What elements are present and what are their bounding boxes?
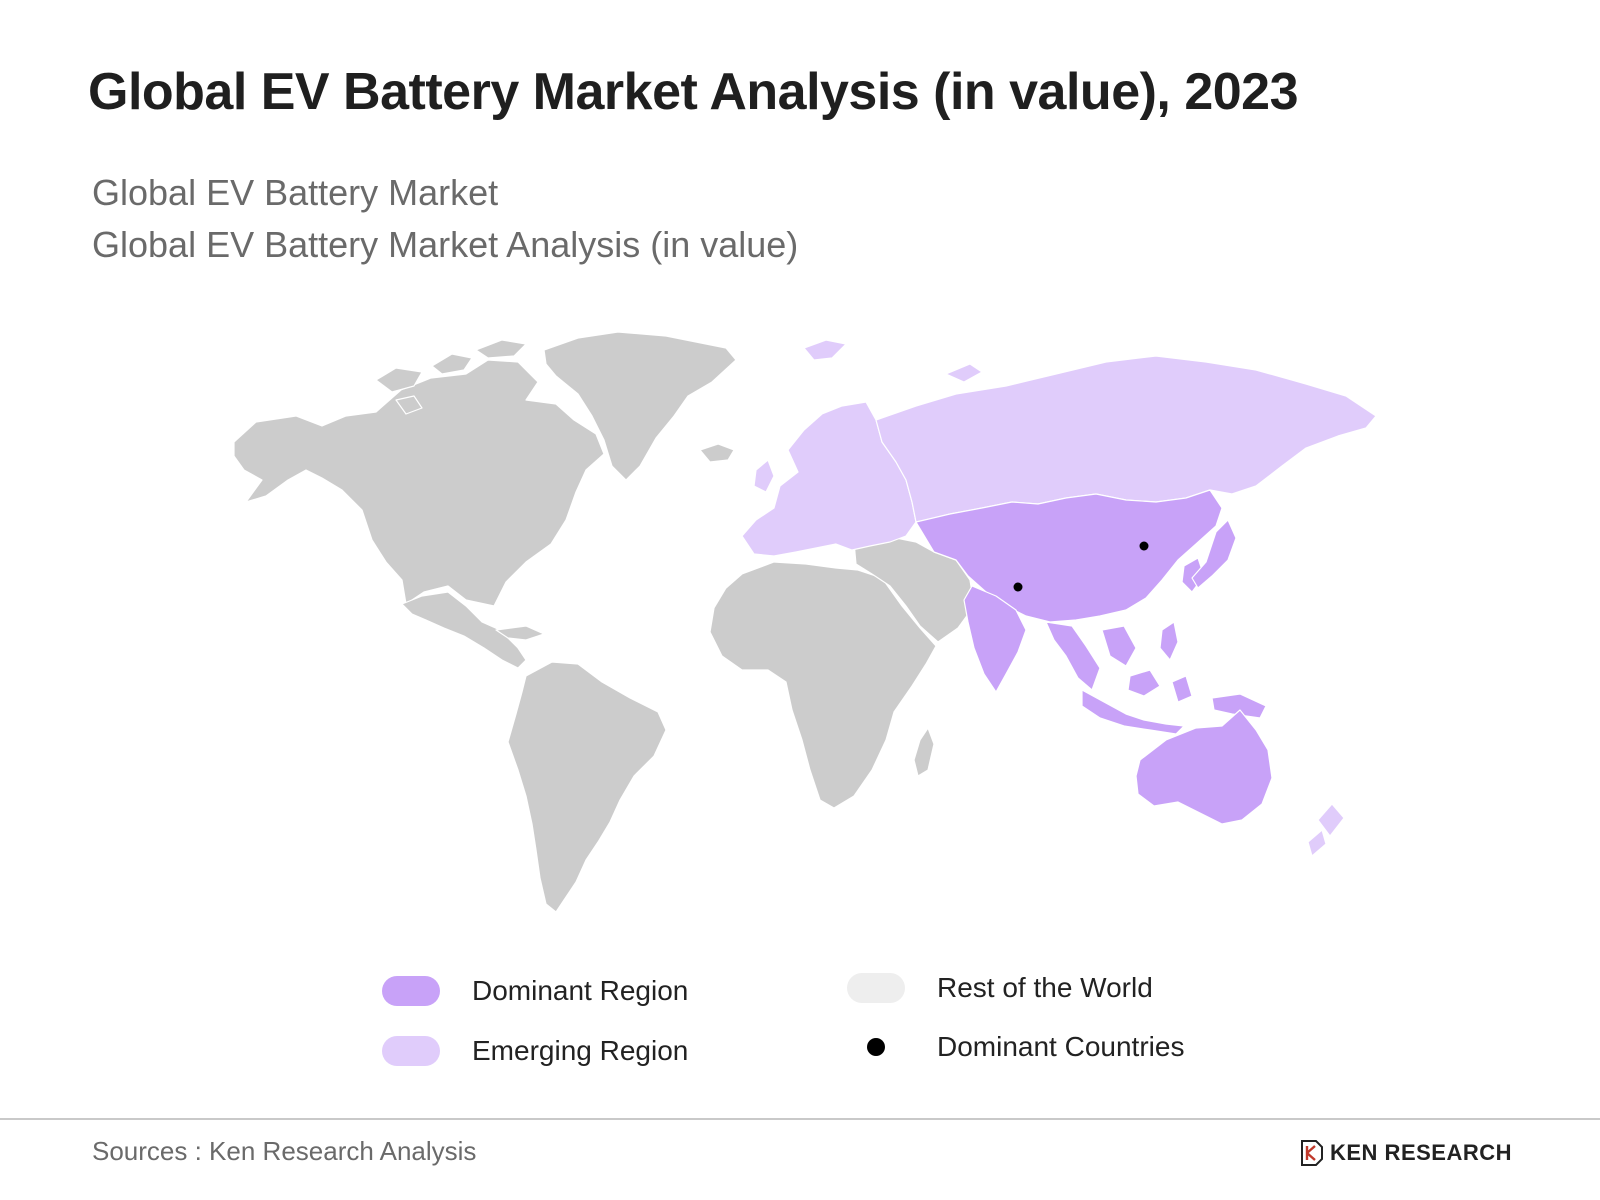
subtitle-line-2: Global EV Battery Market Analysis (in va… xyxy=(92,224,799,265)
region-svalbard-novaya-zemlya xyxy=(803,339,983,383)
region-caribbean xyxy=(495,625,545,641)
dominant-region-group xyxy=(915,489,1273,825)
legend-swatch-dominant-region xyxy=(382,976,440,1006)
region-arctic-islands xyxy=(375,339,527,415)
page-title: Global EV Battery Market Analysis (in va… xyxy=(88,63,1299,121)
rest-of-world-group xyxy=(233,331,975,913)
region-australia xyxy=(1135,709,1273,825)
region-central-america xyxy=(401,591,527,669)
dominant-country-marker-india xyxy=(1013,582,1023,592)
region-indonesia xyxy=(1081,669,1267,735)
region-uk xyxy=(753,459,775,493)
logo-text: KEN RESEARCH xyxy=(1330,1140,1513,1165)
legend-label-emerging-region: Emerging Region xyxy=(472,1035,689,1066)
region-southeast-asia xyxy=(1045,621,1137,691)
legend-item-emerging-region: Emerging Region xyxy=(382,1035,688,1067)
region-madagascar xyxy=(913,727,935,777)
region-russia xyxy=(875,355,1377,523)
footer-divider xyxy=(0,1118,1600,1120)
legend-swatch-emerging-region xyxy=(382,1036,440,1066)
legend-dot-dominant-countries xyxy=(847,1032,905,1062)
legend-label-dominant-region: Dominant Region xyxy=(472,975,689,1006)
ken-research-logo: KEN RESEARCH xyxy=(1300,1139,1512,1167)
ken-research-logo-icon xyxy=(1301,1140,1323,1166)
region-greenland xyxy=(543,331,737,481)
emerging-region-group xyxy=(741,339,1377,857)
region-middle-east xyxy=(853,535,975,643)
region-japan xyxy=(1191,519,1237,589)
legend-label-dominant-countries: Dominant Countries xyxy=(937,1031,1185,1062)
world-map xyxy=(226,330,1426,940)
region-iceland xyxy=(699,443,735,463)
legend-item-rest-of-world: Rest of the World xyxy=(847,972,1153,1004)
region-new-zealand xyxy=(1307,803,1345,857)
region-south-america xyxy=(507,661,667,913)
region-africa xyxy=(709,561,937,809)
region-philippines xyxy=(1159,621,1179,661)
region-india xyxy=(963,585,1027,693)
subtitle-line-1: Global EV Battery Market xyxy=(92,172,499,213)
world-map-svg xyxy=(233,331,1377,913)
legend-item-dominant-countries: Dominant Countries xyxy=(847,1031,1184,1063)
dominant-country-marker-china xyxy=(1139,541,1149,551)
legend-label-rest-of-world: Rest of the World xyxy=(937,972,1153,1003)
legend-item-dominant-region: Dominant Region xyxy=(382,975,688,1007)
legend-swatch-rest-of-world xyxy=(847,973,905,1003)
source-note: Sources : Ken Research Analysis xyxy=(92,1136,477,1166)
region-north-america xyxy=(233,359,605,607)
